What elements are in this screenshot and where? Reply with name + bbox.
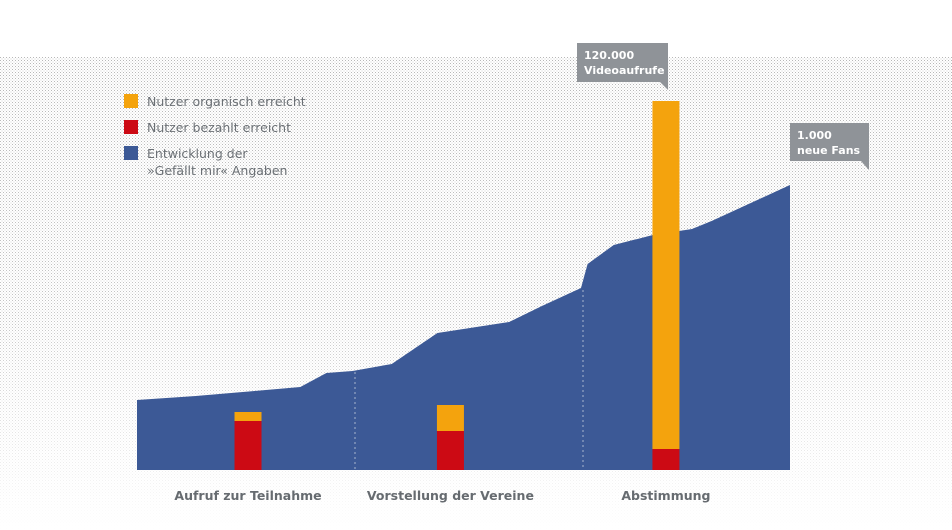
legend-label-3: Entwicklung der xyxy=(147,146,248,161)
fans-callout-text: 1.000 xyxy=(797,129,832,142)
legend-swatch-3 xyxy=(124,146,138,160)
x-label-1: Aufruf zur Teilnahme xyxy=(174,488,321,503)
fans-area xyxy=(137,185,790,470)
legend-swatch-1 xyxy=(124,94,138,108)
x-label-3: Abstimmung xyxy=(621,488,710,503)
video-callout-text: 120.000 xyxy=(584,49,634,62)
video-callout-box xyxy=(577,43,668,82)
legend-swatch-2 xyxy=(124,120,138,134)
paid-bar-2 xyxy=(436,431,464,470)
legend-label-1: Nutzer organisch erreicht xyxy=(147,94,306,109)
video-callout-pointer xyxy=(660,82,668,90)
fans-callout-text: neue Fans xyxy=(797,144,861,157)
organic-bar-1 xyxy=(234,412,262,421)
fans-callout-pointer xyxy=(861,161,869,170)
fans-callout-box xyxy=(790,123,869,161)
x-label-2: Vorstellung der Vereine xyxy=(367,488,534,503)
paid-bar-3 xyxy=(652,449,680,470)
paid-bar-1 xyxy=(234,421,262,470)
video-callout-text: Videoaufrufe xyxy=(584,64,665,77)
legend-label-3: »Gefällt mir« Angaben xyxy=(147,163,288,178)
organic-bar-3 xyxy=(652,101,680,449)
legend-label-2: Nutzer bezahlt erreicht xyxy=(147,120,291,135)
organic-bar-2 xyxy=(436,405,464,431)
